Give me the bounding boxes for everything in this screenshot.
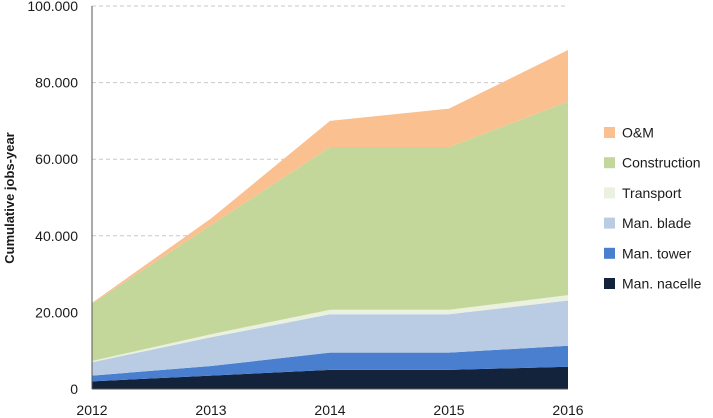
legend: O&M Construction Transport Man. blade Man. t…	[604, 125, 702, 292]
area-transport	[92, 295, 568, 363]
area-man-tower	[92, 345, 568, 382]
legend-swatch-man-tower	[604, 247, 615, 259]
legend-label-transport: Transport	[622, 185, 682, 201]
x-tick-labels: 2012 2013 2014 2015 2016	[76, 402, 583, 418]
y-tick-label: 100.000	[27, 0, 78, 14]
x-tick-label: 2016	[552, 402, 583, 418]
x-tick-label: 2015	[433, 402, 464, 418]
x-tick-label: 2012	[76, 402, 107, 418]
legend-label-o-m: O&M	[622, 125, 654, 141]
legend-label-man-nacelle: Man. nacelle	[622, 276, 702, 292]
area-man-blade	[92, 300, 568, 376]
legend-label-construction: Construction	[622, 155, 701, 171]
axes	[91, 6, 568, 390]
y-tick-label: 40.000	[35, 228, 78, 244]
legend-label-man-blade: Man. blade	[622, 215, 691, 231]
legend-swatch-o-m	[604, 127, 615, 138]
legend-swatch-man-blade	[604, 217, 615, 229]
legend-swatch-construction	[604, 157, 615, 169]
area-o-m	[92, 50, 568, 304]
y-axis-label: Cumulative jobs-year	[2, 132, 17, 264]
x-tick-label: 2014	[314, 402, 345, 418]
legend-label-man-tower: Man. tower	[622, 245, 692, 261]
y-tick-labels: 0 20.000 40.000 60.000 80.000 100.000	[27, 0, 78, 397]
y-tick-label: 80.000	[35, 75, 78, 91]
legend-swatch-transport	[604, 187, 615, 199]
legend-swatch-man-nacelle	[604, 278, 615, 289]
series-areas	[92, 50, 568, 389]
area-construction	[92, 101, 568, 362]
y-tick-label: 60.000	[35, 151, 78, 167]
y-tick-label: 0	[70, 381, 78, 397]
x-tick-label: 2013	[195, 402, 226, 418]
area-man-nacelle	[92, 366, 568, 389]
y-tick-label: 20.000	[35, 304, 78, 320]
